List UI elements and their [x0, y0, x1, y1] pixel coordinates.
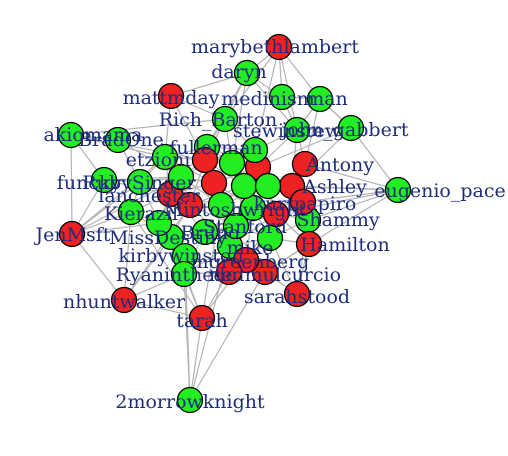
label-mgreenberg: mgreenberg	[191, 251, 310, 273]
node-c8	[176, 191, 204, 219]
label-RubySinger: RubySinger	[82, 172, 196, 194]
label-tarah: tarah	[176, 310, 228, 332]
node-c4	[167, 163, 195, 191]
node-etzioni	[151, 143, 179, 171]
label-lanchester: lanchester	[98, 185, 200, 207]
edge-akiomama-c1	[70, 134, 206, 161]
edge-JenMsft-c11	[71, 222, 160, 235]
node-john_gabbert	[337, 114, 365, 142]
label-Antony: Antony	[305, 154, 374, 176]
edge-marybethlambert-c14	[254, 46, 280, 151]
edge-akiomama-Rich_Barton	[70, 118, 226, 136]
node-Antony	[291, 150, 319, 178]
label-Shammy: Shammy	[296, 209, 380, 231]
label-eugenio_pace: eugenio_pace	[374, 180, 506, 202]
node-Hamilton	[295, 230, 323, 258]
node-c5	[200, 169, 228, 197]
edge-eugenio_pace-Antony	[304, 163, 399, 191]
label-JenMsft: JenMsft	[34, 224, 111, 246]
label-john_gabbert: john_gabbert	[279, 119, 408, 141]
edge-2morrowknight-tarah	[189, 317, 203, 401]
node-c2	[218, 149, 246, 177]
node-JenMsft	[58, 220, 86, 248]
label-Bruno: Bruno	[181, 222, 240, 244]
node-man	[306, 85, 334, 113]
edge-daryn-mattmday	[170, 72, 248, 97]
edge-tarah-nhuntwalker	[123, 299, 203, 319]
node-c12	[256, 224, 284, 252]
edge-eugenio_pace-Shammy	[307, 189, 399, 221]
node-2morrowknight	[176, 386, 204, 414]
label-man: man	[306, 88, 348, 110]
label-etzioni: etzioni	[126, 149, 191, 171]
node-medinism	[268, 83, 296, 111]
node-stewinstew	[283, 116, 311, 144]
edge-2morrowknight-Ryaninthedc	[183, 273, 191, 401]
node-akiomama	[57, 121, 85, 149]
edge-JenMsft-etzioni	[71, 156, 166, 235]
label-nedmulcurcio: nedmulcurcio	[209, 264, 341, 286]
node-c13	[215, 258, 243, 286]
label-medinism: medinism	[221, 88, 315, 110]
node-c7	[254, 172, 282, 200]
label-Hamilton: Hamilton	[300, 234, 389, 256]
node-c14	[241, 136, 269, 164]
node-BradOne	[104, 126, 132, 154]
label-sarahstood: sarahstood	[244, 286, 350, 308]
node-mattmday	[157, 82, 185, 110]
label-marybethlambert: marybethlambert	[191, 36, 359, 58]
label-mattmday: mattmday	[123, 87, 220, 109]
edge-eugenio_pace-kurtpapiro	[302, 189, 399, 203]
label-Rich_Barton: Rich_Barton	[159, 109, 277, 131]
edge-tarah-c9	[201, 204, 222, 319]
label-2morrowknight: 2morrowknight	[115, 391, 265, 413]
label-kurtpapiro: kurtpapiro	[254, 193, 357, 215]
node-sarahstood	[283, 280, 311, 308]
label-nhuntwalker: nhuntwalker	[63, 291, 186, 313]
label-MissDestiny: MissDestiny	[109, 227, 227, 249]
label-stewinstew: stewinstew	[233, 120, 342, 142]
edge-JenMsft-akiomama	[70, 134, 73, 235]
edge-john_gabbert-c3	[257, 127, 352, 168]
label-Ashley: Ashley	[302, 176, 367, 198]
edge-daryn-c2	[231, 72, 248, 164]
label-mike: mike	[227, 237, 274, 259]
label-Ryaninthedc: Ryaninthedc	[116, 264, 237, 286]
node-eugenio_pace	[384, 176, 412, 204]
edge-nhuntwalker-JenMsft	[71, 233, 125, 301]
label-fullerman: fullerman	[169, 137, 262, 159]
node-kurtpapiro	[289, 188, 317, 216]
edge-nhuntwalker-c8	[123, 204, 191, 301]
node-nedmulcurcio	[251, 258, 279, 286]
label-daryn: daryn	[211, 61, 267, 83]
node-Rich_Barton	[211, 105, 239, 133]
label-funcky: funcky	[57, 172, 122, 194]
edge-tarah-Kierazil	[130, 211, 203, 319]
node-c11	[145, 209, 173, 237]
node-tarah	[188, 304, 216, 332]
node-Ryaninthedc	[170, 260, 198, 288]
node-funcky	[90, 166, 118, 194]
node-layer	[57, 33, 412, 414]
edge-2morrowknight-nedmulcurcio	[189, 271, 266, 401]
edge-eugenio_pace-Hamilton	[308, 189, 399, 245]
node-Kierazil	[117, 198, 145, 226]
label-Kierazil: Kierazil	[104, 203, 178, 225]
label-akiomama: akiomama	[43, 124, 142, 146]
node-Stanford	[222, 212, 250, 240]
label-BradOne: BradOne	[78, 129, 164, 151]
label-Mintoshwright: Mintoshwright	[164, 199, 307, 221]
node-c1	[191, 146, 219, 174]
label-Stanford: Stanford	[203, 216, 287, 238]
node-daryn	[233, 59, 261, 87]
label-kirbywinston: kirbywinston	[118, 245, 243, 267]
node-marybethlambert	[265, 33, 293, 61]
node-c9	[207, 191, 235, 219]
node-nhuntwalker	[110, 286, 138, 314]
node-Bruno	[191, 218, 219, 246]
node-RubySinger	[126, 168, 154, 196]
